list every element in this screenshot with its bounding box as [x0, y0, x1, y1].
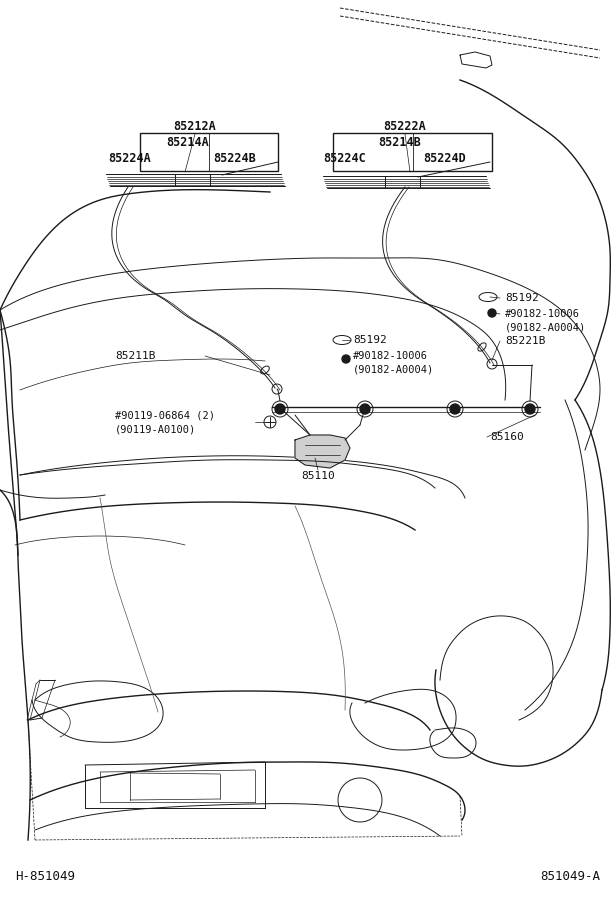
- Circle shape: [360, 404, 370, 414]
- Circle shape: [488, 309, 496, 317]
- Circle shape: [275, 404, 285, 414]
- Text: #90182-10006: #90182-10006: [353, 351, 428, 361]
- Circle shape: [342, 355, 350, 363]
- Text: 85224D: 85224D: [424, 151, 466, 165]
- Text: 85192: 85192: [505, 293, 539, 303]
- Text: 85221B: 85221B: [505, 336, 546, 346]
- Text: (90182-A0004): (90182-A0004): [505, 322, 586, 332]
- Text: 85211B: 85211B: [115, 351, 156, 361]
- Text: 85214B: 85214B: [379, 137, 421, 149]
- Circle shape: [525, 404, 535, 414]
- Text: 851049-A: 851049-A: [540, 869, 600, 883]
- Bar: [140, 133, 278, 171]
- Text: 85214A: 85214A: [167, 137, 209, 149]
- Text: 85224C: 85224C: [323, 151, 367, 165]
- Text: 85110: 85110: [301, 471, 335, 481]
- Text: 85222A: 85222A: [384, 121, 426, 133]
- Text: #90119-06864 (2): #90119-06864 (2): [115, 411, 215, 421]
- Text: 85224B: 85224B: [213, 151, 256, 165]
- Text: 85160: 85160: [490, 432, 524, 442]
- Text: 85192: 85192: [353, 335, 387, 345]
- Text: H-851049: H-851049: [15, 869, 75, 883]
- Text: (90182-A0004): (90182-A0004): [353, 364, 434, 374]
- Text: #90182-10006: #90182-10006: [505, 309, 580, 319]
- Text: (90119-A0100): (90119-A0100): [115, 425, 196, 435]
- Bar: [333, 133, 492, 171]
- Polygon shape: [295, 435, 350, 468]
- Text: 85212A: 85212A: [173, 121, 216, 133]
- Text: 85224A: 85224A: [109, 151, 151, 165]
- Circle shape: [450, 404, 460, 414]
